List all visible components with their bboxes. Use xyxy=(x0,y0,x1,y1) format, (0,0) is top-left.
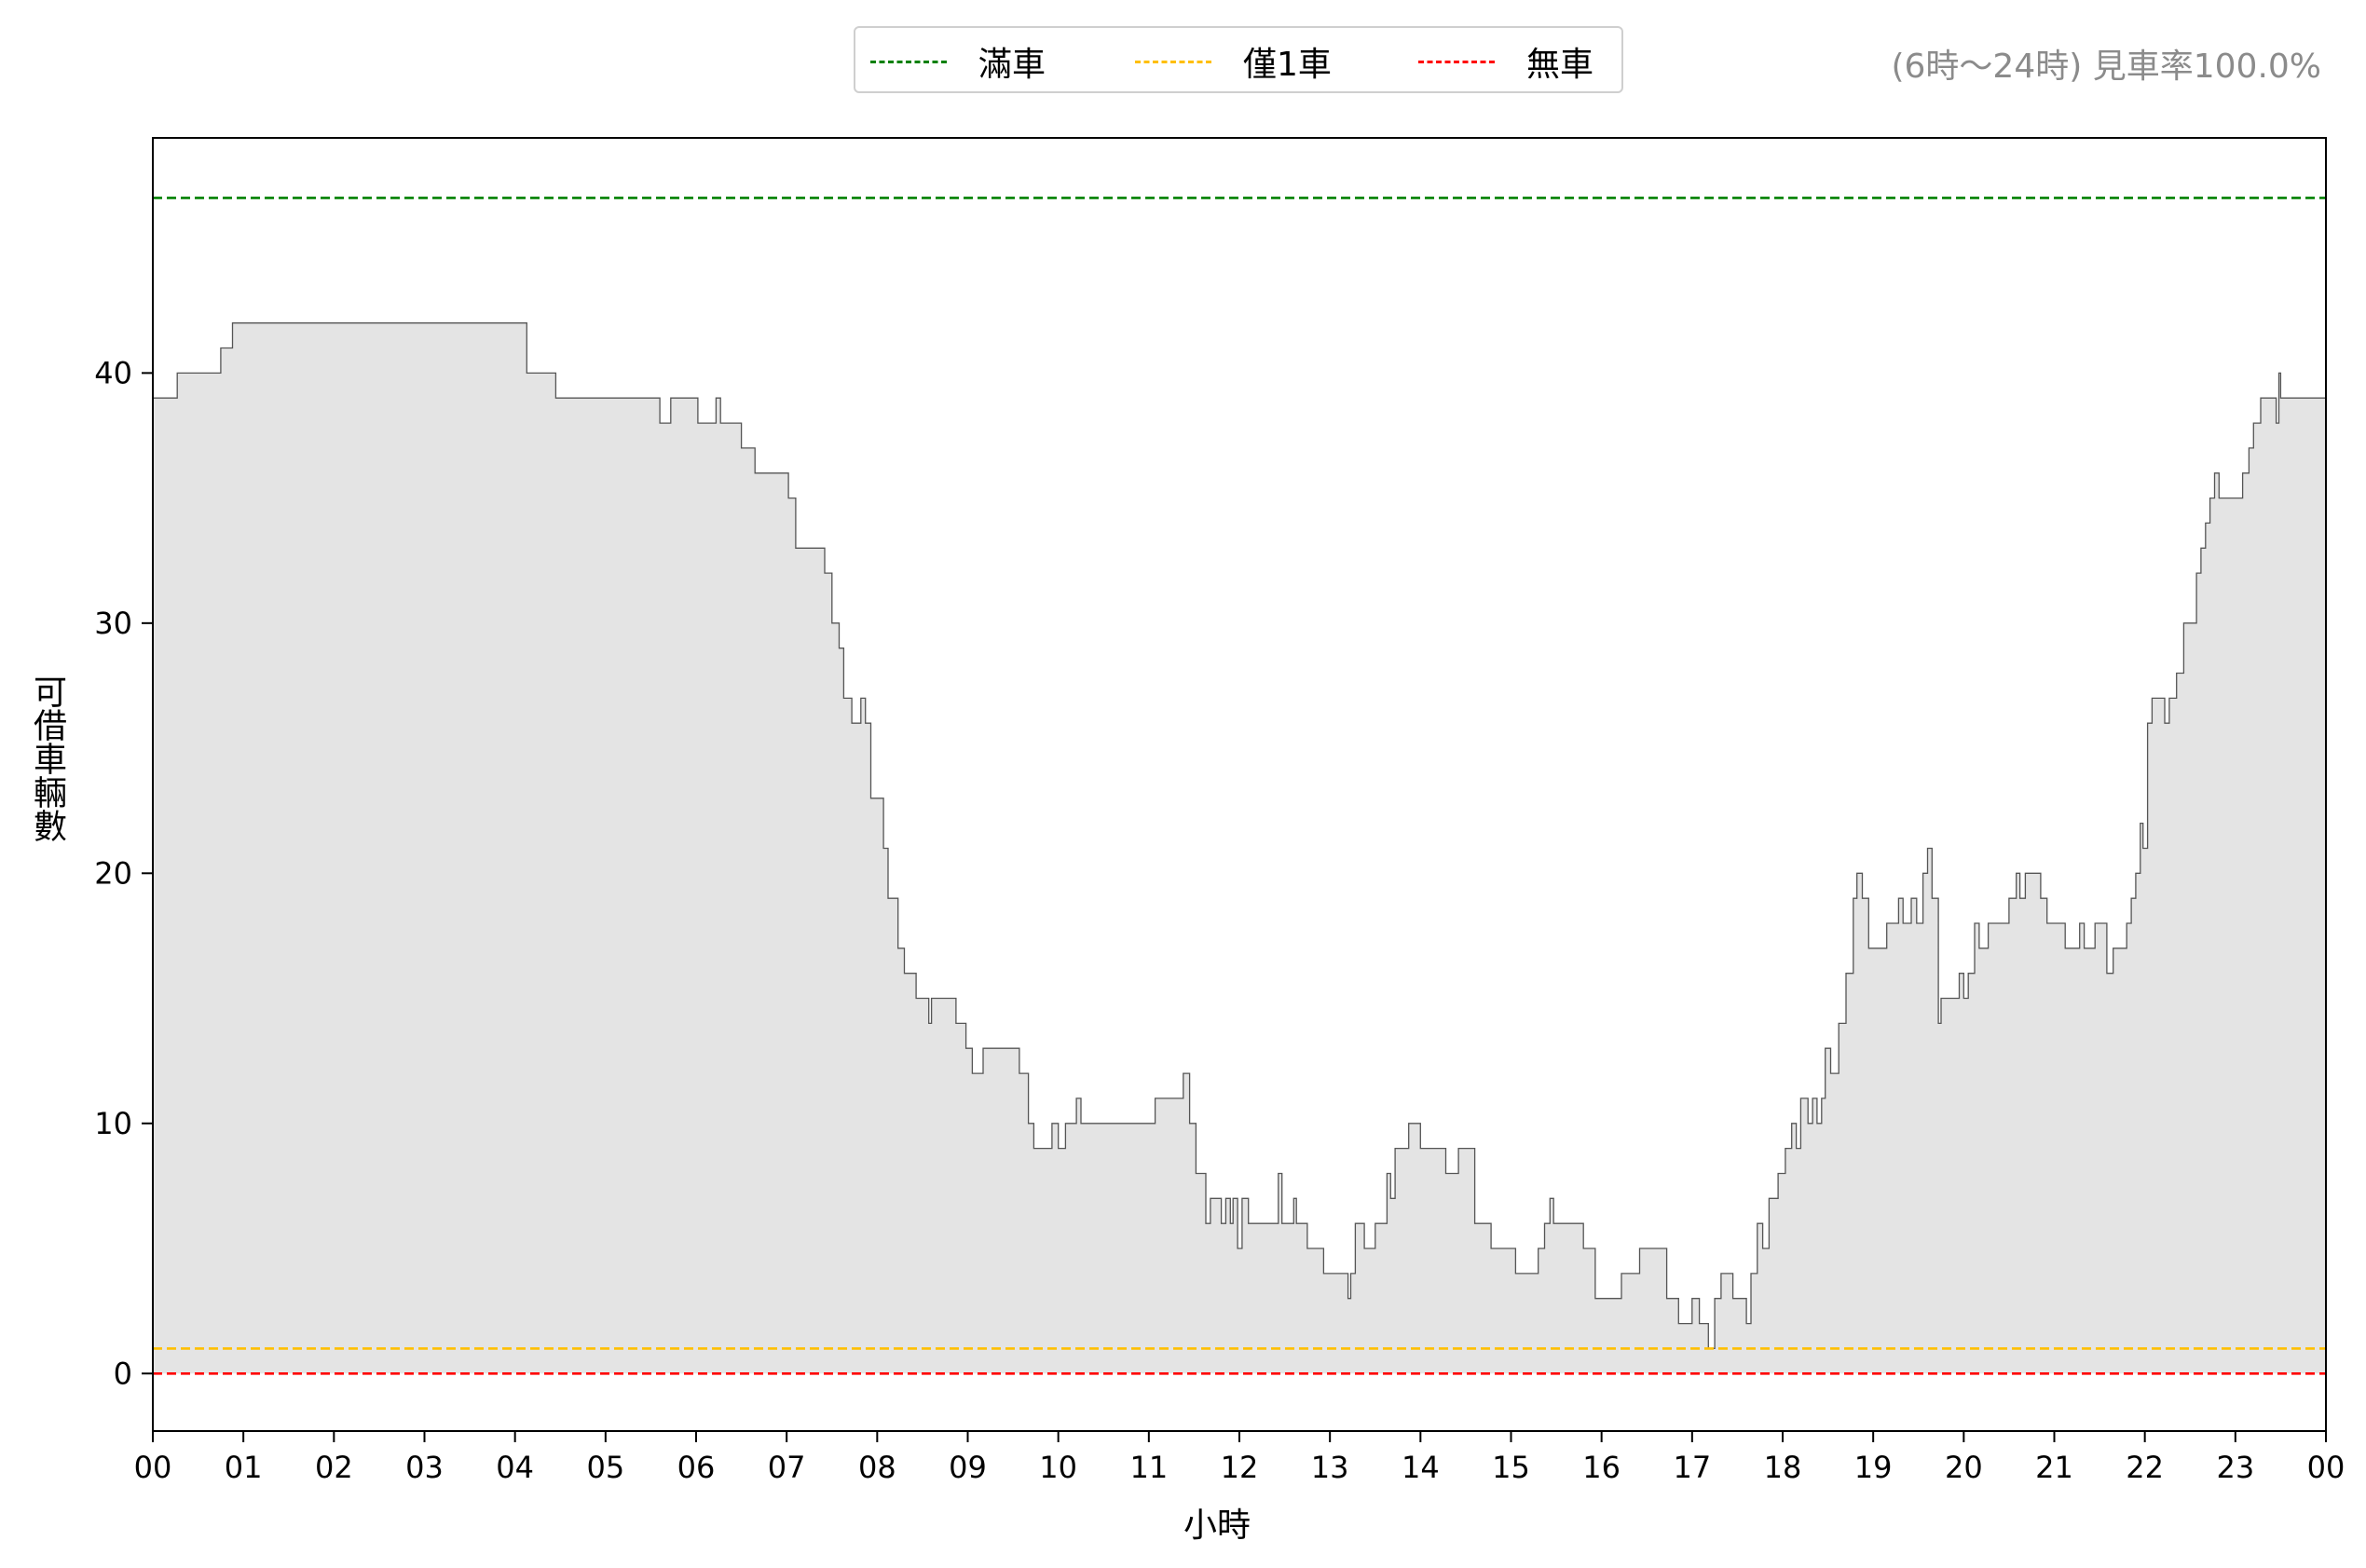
legend-item-one-left: 僅1車 xyxy=(1135,28,1332,95)
x-tick-label: 18 xyxy=(1764,1450,1802,1485)
x-tick-label: 00 xyxy=(134,1450,172,1485)
x-tick-label: 07 xyxy=(768,1450,806,1485)
x-tick-label: 11 xyxy=(1129,1450,1168,1485)
x-tick-label: 14 xyxy=(1402,1450,1440,1485)
y-tick-label: 30 xyxy=(94,606,132,641)
legend-label-full: 滿車 xyxy=(978,46,1046,84)
x-tick-label: 01 xyxy=(225,1450,263,1485)
availability-summary: (6時〜24時) 見車率100.0% xyxy=(1891,48,2321,86)
legend: 滿車 僅1車 無車 xyxy=(854,26,1623,93)
x-tick-label: 15 xyxy=(1492,1450,1530,1485)
legend-swatch-one-left xyxy=(1135,60,1211,63)
series-area-fill xyxy=(153,322,2326,1374)
series-line xyxy=(153,322,2326,1350)
x-tick-label: 05 xyxy=(586,1450,624,1485)
y-tick-label: 40 xyxy=(94,355,132,390)
x-tick-label: 02 xyxy=(315,1450,353,1485)
x-tick-label: 23 xyxy=(2216,1450,2254,1485)
y-tick-label: 20 xyxy=(94,855,132,891)
x-tick-label: 12 xyxy=(1221,1450,1259,1485)
x-tick-label: 06 xyxy=(677,1450,716,1485)
x-tick-label: 21 xyxy=(2035,1450,2073,1485)
y-tick-label: 10 xyxy=(94,1106,132,1141)
x-tick-label: 09 xyxy=(949,1450,987,1485)
y-tick-label: 0 xyxy=(114,1356,132,1391)
legend-item-empty: 無車 xyxy=(1418,28,1593,95)
x-tick-label: 04 xyxy=(496,1450,534,1485)
x-tick-label: 22 xyxy=(2126,1450,2164,1485)
legend-swatch-empty xyxy=(1418,60,1495,63)
legend-swatch-full xyxy=(870,60,947,63)
y-axis-label: 可借車輛數 xyxy=(28,675,66,842)
x-tick-label: 16 xyxy=(1582,1450,1621,1485)
x-tick-label: 10 xyxy=(1039,1450,1077,1485)
x-tick-label: 17 xyxy=(1673,1450,1711,1485)
legend-item-full: 滿車 xyxy=(870,28,1046,95)
x-tick-label: 00 xyxy=(2307,1450,2345,1485)
x-tick-label: 13 xyxy=(1311,1450,1349,1485)
x-tick-label: 03 xyxy=(405,1450,444,1485)
x-tick-label: 20 xyxy=(1945,1450,1983,1485)
x-axis-label: 小時 xyxy=(1183,1507,1251,1545)
x-tick-label: 19 xyxy=(1854,1450,1893,1485)
legend-label-empty: 無車 xyxy=(1526,46,1594,84)
x-tick-label: 08 xyxy=(858,1450,896,1485)
legend-label-one-left: 僅1車 xyxy=(1243,46,1332,84)
